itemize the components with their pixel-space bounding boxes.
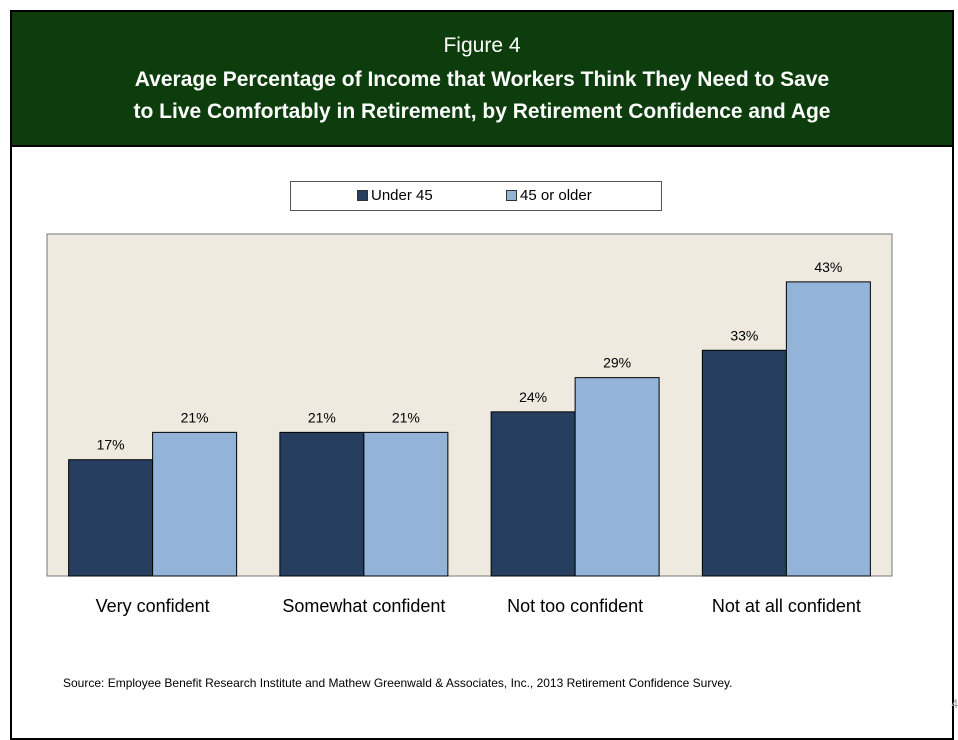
- x-tick-label-not-too-confident: Not too confident: [507, 596, 643, 616]
- data-label-under-45-not-too-confident: 24%: [519, 389, 547, 405]
- x-tick-label-not-at-all-confident: Not at all confident: [712, 596, 861, 616]
- x-tick-label-very-confident: Very confident: [96, 596, 210, 616]
- slide-header: Figure 4 Average Percentage of Income th…: [10, 10, 954, 147]
- bar-under-45-not-too-confident: [490, 411, 576, 577]
- legend-swatch-under-45: [357, 190, 368, 201]
- bar-under-45-not-at-all-confident: [701, 349, 787, 577]
- bar-45-or-older-somewhat-confident: [363, 431, 449, 577]
- legend-item-under-45: Under 45: [357, 187, 433, 204]
- legend-swatch-45-or-older: [506, 190, 517, 201]
- legend-item-45-or-older: 45 or older: [506, 187, 592, 204]
- legend-label-45-or-older: 45 or older: [520, 187, 592, 204]
- bar-under-45-very-confident: [68, 459, 154, 577]
- figure-label: Figure 4: [443, 34, 521, 57]
- legend-label-under-45: Under 45: [371, 187, 433, 204]
- data-label-under-45-somewhat-confident: 21%: [308, 409, 336, 425]
- data-label-45-or-older-not-too-confident: 29%: [603, 355, 631, 371]
- chart-title-line-1: Average Percentage of Income that Worker…: [134, 68, 830, 91]
- bar-45-or-older-not-too-confident: [574, 377, 660, 577]
- bar-45-or-older-very-confident: [152, 431, 238, 577]
- bar-chart: 17% 21% Very confident 21% 21% Somewhat confi…: [46, 233, 893, 616]
- bar-45-or-older-not-at-all-confident: [785, 281, 871, 577]
- data-label-under-45-very-confident: 17%: [97, 437, 125, 453]
- x-tick-label-somewhat-confident: Somewhat confident: [282, 596, 445, 616]
- source-note: Source: Employee Benefit Research Instit…: [63, 676, 733, 690]
- data-label-45-or-older-somewhat-confident: 21%: [392, 409, 420, 425]
- page-number: 4: [951, 697, 958, 711]
- data-label-under-45-not-at-all-confident: 33%: [730, 327, 758, 343]
- chart-legend: Under 45 45 or older: [290, 181, 662, 211]
- data-label-45-or-older-very-confident: 21%: [181, 409, 209, 425]
- bar-under-45-somewhat-confident: [279, 431, 365, 577]
- data-label-45-or-older-not-at-all-confident: 43%: [814, 259, 842, 275]
- chart-title-line-2: to Live Comfortably in Retirement, by Re…: [133, 100, 831, 123]
